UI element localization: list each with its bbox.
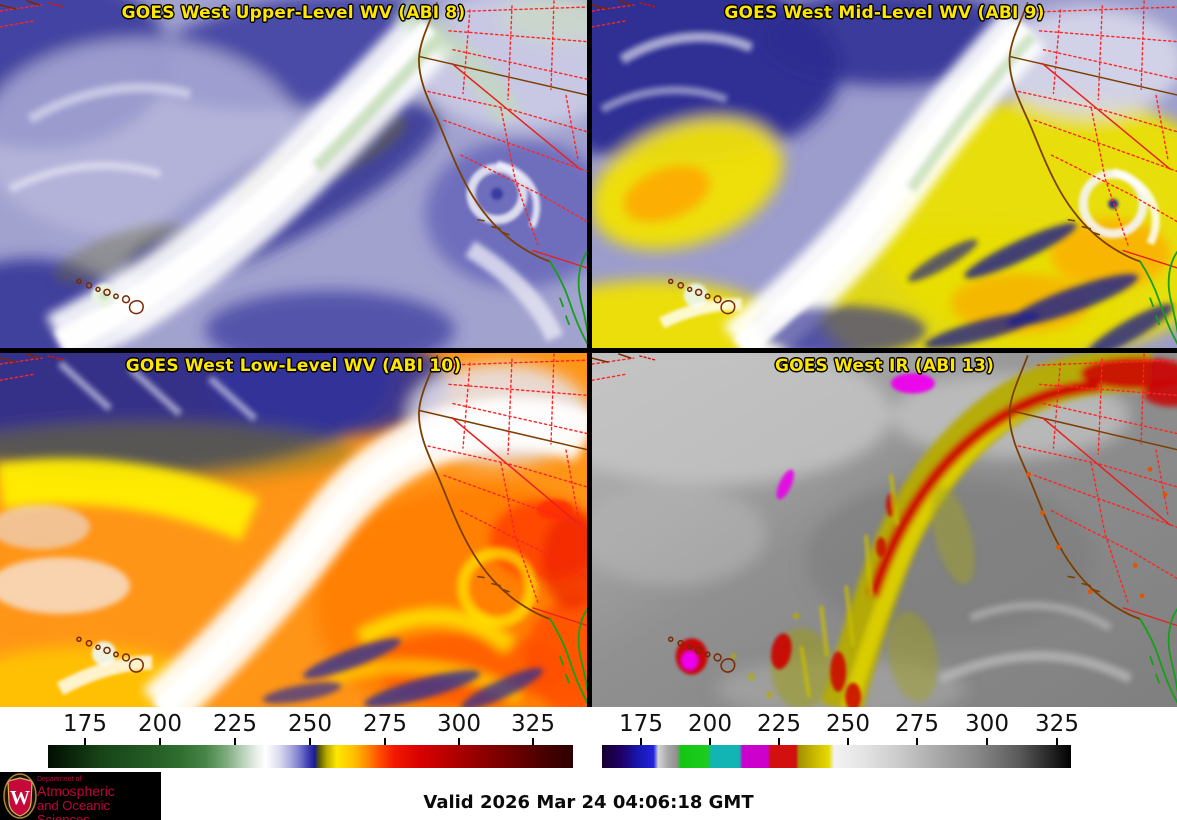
panel-upper-level-wv: GOES West Upper-Level WV (ABI 8) xyxy=(0,0,587,348)
mid-level-wv-image xyxy=(592,0,1177,348)
panel-title-mid-wv: GOES West Mid-Level WV (ABI 9) xyxy=(724,3,1045,23)
ir-colorbar-tick-marks xyxy=(602,738,1071,745)
panel-mid-level-wv: GOES West Mid-Level WV (ABI 9) xyxy=(592,0,1177,348)
panel-divider-vertical xyxy=(587,0,592,707)
panel-divider-horizontal xyxy=(0,348,1177,353)
tick-label: 175 xyxy=(619,711,663,737)
upper-level-wv-image xyxy=(0,0,587,348)
uw-crest-icon: W xyxy=(3,773,37,819)
low-level-wv-image xyxy=(0,353,587,707)
tick-label: 325 xyxy=(511,711,555,737)
tick-label: 200 xyxy=(688,711,732,737)
tick-label: 300 xyxy=(965,711,1009,737)
wv-colorbar-tick-marks xyxy=(48,738,573,745)
aos-department-logo: W Department of Atmospheric and Oceanic … xyxy=(0,772,161,820)
tick-label: 275 xyxy=(895,711,939,737)
ir-colorbar xyxy=(602,745,1071,768)
tick-label: 200 xyxy=(138,711,182,737)
tick-label: 325 xyxy=(1035,711,1079,737)
coastal-hotspot-dots xyxy=(1026,466,1168,599)
logo-name-line2: and Oceanic Sciences xyxy=(37,798,110,820)
wv-colorbar xyxy=(48,745,573,768)
tick-label: 250 xyxy=(288,711,332,737)
tick-label: 250 xyxy=(826,711,870,737)
logo-dept-line: Department of xyxy=(37,776,82,783)
tick-label: 175 xyxy=(63,711,107,737)
logo-text: Department of Atmospheric and Oceanic Sc… xyxy=(37,776,161,820)
tick-label: 225 xyxy=(213,711,257,737)
panel-title-ir: GOES West IR (ABI 13) xyxy=(774,356,995,376)
valid-timestamp: Valid 2026 Mar 24 04:06:18 GMT xyxy=(423,792,754,813)
panel-title-upper-wv: GOES West Upper-Level WV (ABI 8) xyxy=(121,3,466,23)
svg-text:W: W xyxy=(10,787,30,809)
footer: 175 200 225 250 275 300 325 175 200 225 … xyxy=(0,707,1177,820)
ir-image xyxy=(592,353,1177,707)
tick-label: 300 xyxy=(437,711,481,737)
tick-label: 275 xyxy=(363,711,407,737)
logo-name-line1: Atmospheric xyxy=(37,783,115,800)
wv-colorbar-tick-labels: 175 200 225 250 275 300 325 xyxy=(48,711,573,737)
ir-colorbar-tick-labels: 175 200 225 250 275 300 325 xyxy=(602,711,1079,737)
panel-title-low-wv: GOES West Low-Level WV (ABI 10) xyxy=(125,356,462,376)
panel-ir: GOES West IR (ABI 13) xyxy=(592,353,1177,707)
panel-low-level-wv: GOES West Low-Level WV (ABI 10) xyxy=(0,353,587,707)
tick-label: 225 xyxy=(757,711,801,737)
